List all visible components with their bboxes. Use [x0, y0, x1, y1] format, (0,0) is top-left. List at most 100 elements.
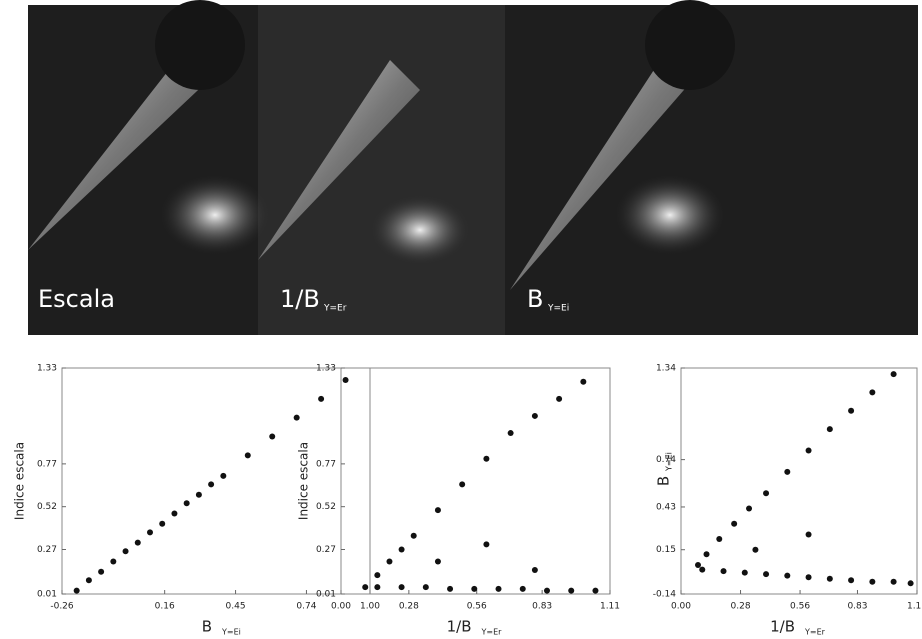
point [805, 531, 812, 538]
y-tick-label: 0.52 [37, 502, 57, 512]
point [244, 452, 251, 459]
point [890, 578, 897, 585]
x-axis-label-subscript: Y=Er [481, 628, 503, 637]
x-tick-label: 0.83 [847, 602, 867, 612]
point [171, 510, 178, 517]
point [269, 433, 276, 440]
x-tick-label: 0.83 [532, 602, 552, 612]
point [826, 426, 833, 433]
y-tick-label: -0.14 [653, 590, 677, 600]
point [869, 578, 876, 585]
cone [258, 60, 420, 260]
point [720, 568, 727, 575]
x-tick-label: 1.11 [600, 602, 620, 612]
point [556, 395, 563, 402]
point [422, 584, 429, 591]
point [826, 575, 833, 582]
x-tick-label: 0.28 [399, 602, 419, 612]
point [183, 500, 190, 507]
x-tick-label: 0.00 [331, 602, 351, 612]
y-tick-label: 0.52 [316, 502, 336, 512]
point [159, 520, 166, 527]
point [507, 430, 514, 437]
dark-disc [645, 0, 735, 90]
y-tick-label: 1.34 [656, 364, 676, 374]
point [374, 572, 381, 579]
point [716, 536, 723, 543]
image-label-subscript: Y=Ei [547, 304, 569, 314]
point [531, 412, 538, 419]
plot-frame [61, 367, 371, 595]
point [699, 566, 706, 573]
y-tick-label: 0.27 [37, 545, 57, 555]
point [741, 569, 748, 576]
point [98, 568, 105, 575]
point [805, 447, 812, 454]
point [122, 548, 129, 555]
point [752, 546, 759, 553]
point [848, 407, 855, 414]
y-tick-label: 1.33 [37, 364, 57, 374]
dark-disc [155, 0, 245, 90]
plot-frame [680, 367, 918, 595]
x-tick-label: 0.16 [155, 602, 175, 612]
point [110, 558, 117, 565]
y-tick-label: 0.15 [656, 545, 676, 555]
point [471, 585, 478, 592]
y-tick-label: 0.74 [656, 455, 676, 465]
point [447, 585, 454, 592]
point [568, 587, 575, 594]
y-axis-label: Indice escala [13, 442, 27, 520]
image-label: 1/B [280, 285, 320, 313]
point [410, 532, 417, 539]
point [85, 577, 92, 584]
x-tick-label: 1.00 [360, 602, 380, 612]
point [147, 529, 153, 536]
point [434, 507, 441, 514]
point [784, 468, 791, 475]
x-axis-label: 1/B [770, 618, 795, 636]
x-tick-label: 0.00 [671, 602, 691, 612]
y-axis-label: B [655, 476, 673, 486]
y-tick-label: 0.01 [316, 590, 336, 600]
point [220, 472, 227, 479]
point [519, 585, 526, 592]
x-tick-label: 1.11 [907, 602, 922, 612]
point [195, 491, 202, 498]
y-tick-label: 0.43 [656, 502, 676, 512]
x-tick-label: 0.56 [467, 602, 487, 612]
point [386, 558, 393, 565]
image-strip [28, 0, 918, 335]
point [869, 389, 876, 396]
y-tick-label: 1.33 [316, 364, 336, 374]
image-label-subscript: Y=Er [323, 304, 347, 314]
point [293, 414, 300, 421]
point [374, 584, 381, 591]
point [342, 376, 349, 383]
point [398, 584, 405, 591]
x-tick-label: 0.28 [731, 602, 751, 612]
x-axis-label: 1/B [447, 618, 472, 636]
y-axis-label-subscript: Y=Ei [665, 452, 674, 472]
point [73, 587, 80, 594]
point [483, 455, 490, 462]
point [784, 572, 791, 579]
cone [510, 30, 710, 290]
point [580, 378, 587, 385]
point [763, 490, 770, 497]
bright-area [160, 175, 270, 255]
plot-frame [340, 367, 611, 595]
point [907, 580, 914, 587]
x-axis-label-subscript: Y=Er [804, 628, 826, 637]
y-tick-label: 0.01 [37, 590, 57, 600]
point [805, 574, 812, 581]
point [398, 546, 405, 553]
x-tick-label: 0.56 [790, 602, 810, 612]
point [703, 551, 710, 558]
x-axis-label: B [202, 618, 212, 636]
x-tick-label: 0.74 [296, 602, 316, 612]
point [208, 481, 215, 488]
y-tick-label: 0.27 [316, 545, 336, 555]
point [362, 584, 369, 591]
